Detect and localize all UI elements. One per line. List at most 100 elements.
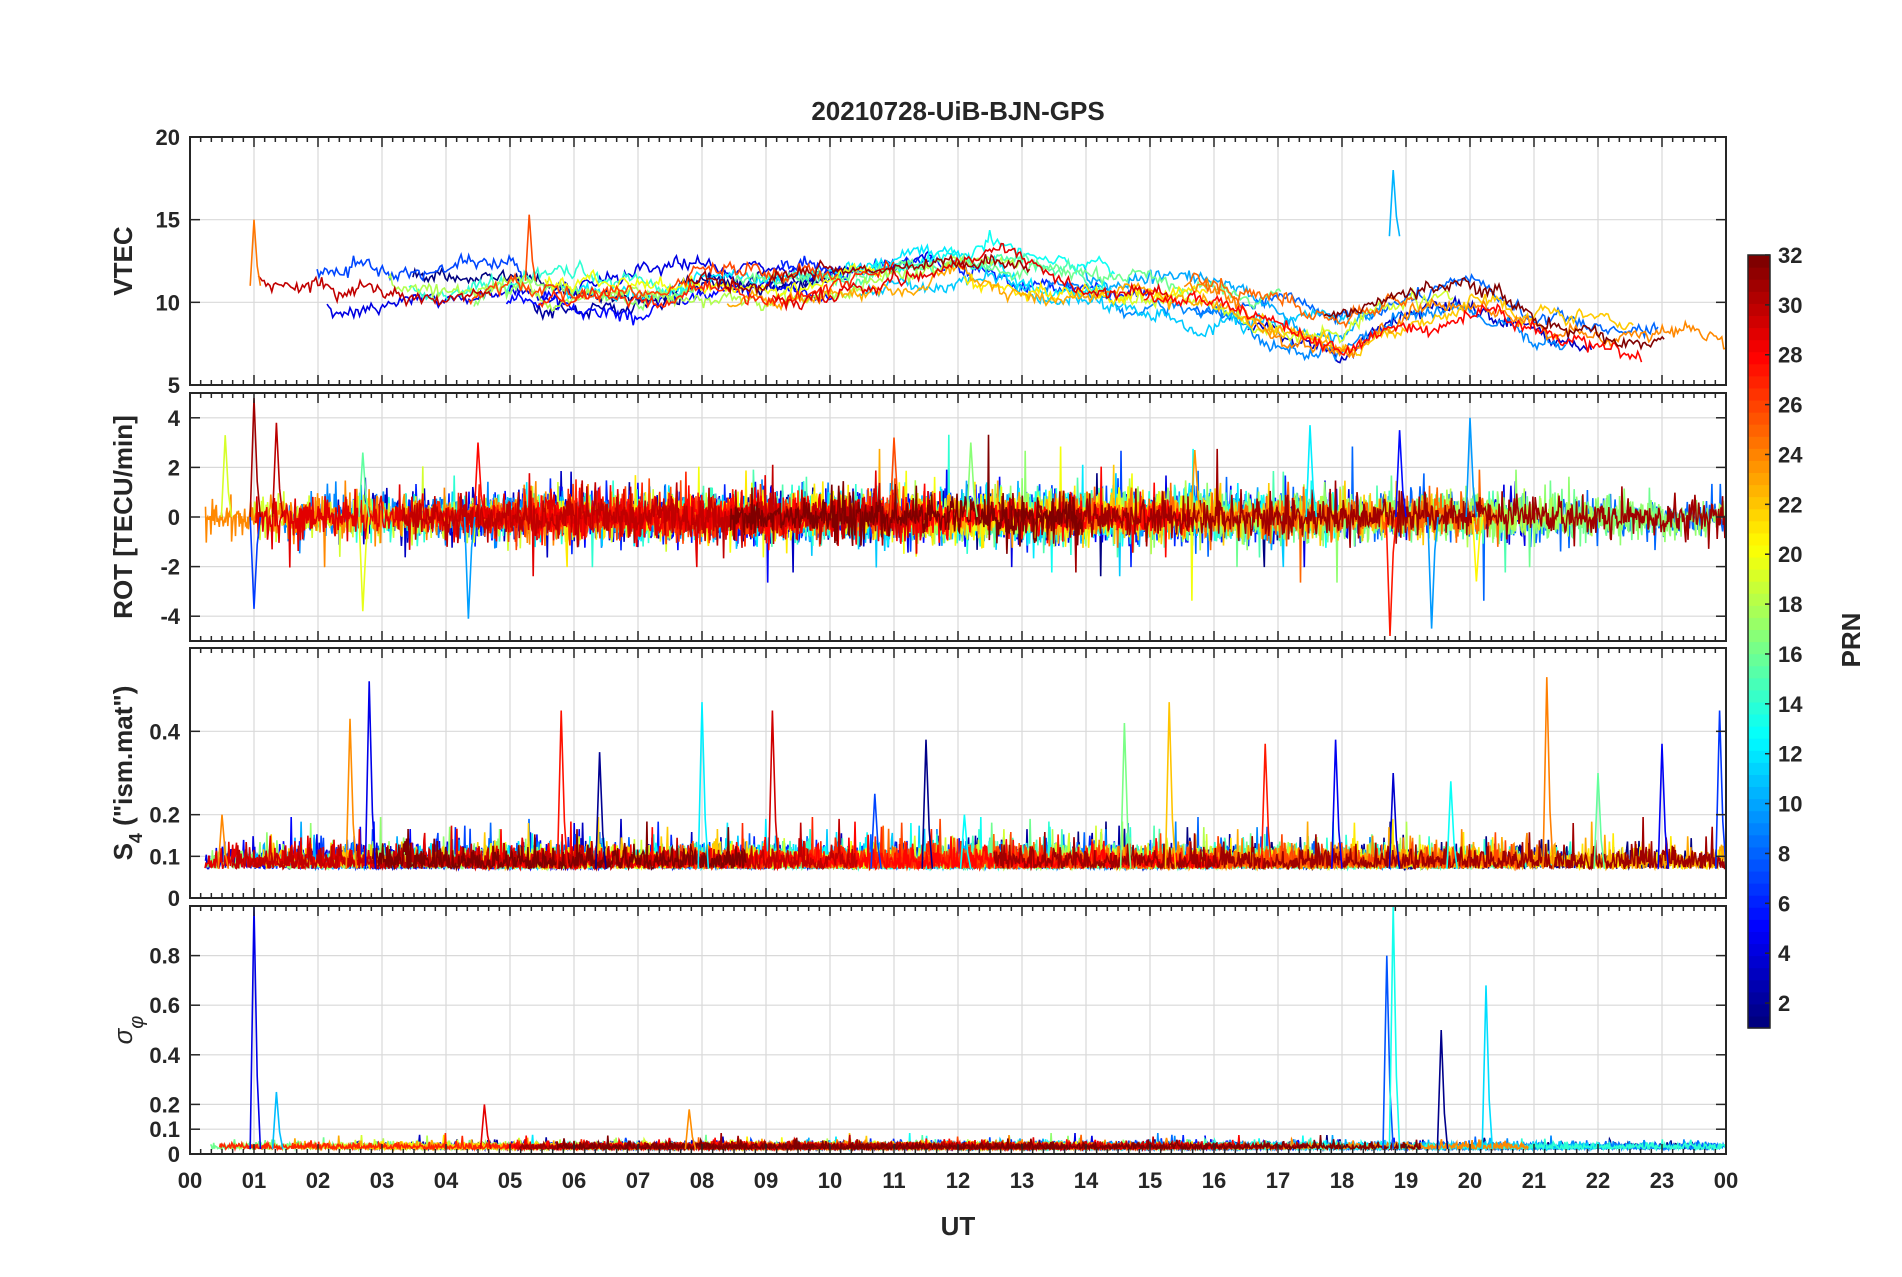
y-tick-label-s4: 0.1 (149, 844, 180, 869)
peak-s4-16 (1542, 677, 1554, 869)
peak-sigma-phi-2 (479, 1104, 492, 1150)
colorbar-segment (1748, 412, 1770, 425)
x-tick-label: 13 (1010, 1168, 1034, 1193)
peak-s4-3 (556, 710, 569, 869)
colorbar-segment (1748, 629, 1770, 643)
peak-rot-7 (473, 442, 486, 518)
peak-s4-5 (697, 702, 710, 869)
peak-vtec-1 (249, 219, 262, 286)
colorbar-segment (1748, 532, 1770, 546)
series-prn-32 (1323, 277, 1665, 351)
series-prn-24 (1183, 276, 1726, 359)
peak-rot-0 (220, 435, 233, 518)
colorbar-segment (1748, 339, 1770, 353)
series-prn-25 (1189, 272, 1414, 329)
colorbar-segment (1748, 605, 1770, 618)
colorbar-segment (1748, 883, 1770, 896)
colorbar-tick-label: 2 (1778, 991, 1790, 1016)
colorbar-tick-label: 8 (1778, 841, 1790, 866)
series-prn-28 (1144, 289, 1643, 363)
y-tick-label-sigma-phi: 0 (168, 1142, 180, 1167)
peak-sigma-phi-5 (1388, 906, 1401, 1150)
y-axis-label-vtec: VTEC (108, 226, 138, 296)
x-tick-label: 20 (1458, 1168, 1482, 1193)
x-tick-label: 17 (1266, 1168, 1290, 1193)
colorbar-segment (1748, 858, 1770, 872)
colorbar-frame (1747, 254, 1771, 1029)
colorbar-segment (1748, 593, 1770, 606)
ticks-sigma-phi (189, 906, 1727, 1155)
series-prn-31 (997, 448, 1726, 573)
colorbar-segment (1748, 798, 1770, 812)
y-tick-label-rot: 2 (168, 455, 180, 480)
peak-rot-4 (358, 516, 370, 612)
traces-vtec (249, 170, 1726, 364)
y-axis-label-sigma-phi: σφ (108, 1016, 148, 1045)
colorbar-segment (1748, 327, 1770, 341)
chart-title: 20210728-UiB-BJN-GPS (811, 96, 1104, 126)
x-tick-label: 00 (1714, 1168, 1738, 1193)
x-tick-label: 05 (498, 1168, 522, 1193)
colorbar-segment (1748, 267, 1770, 280)
colorbar-segment (1748, 460, 1770, 474)
colorbar-segment (1748, 870, 1770, 884)
peak-s4-18 (1657, 743, 1670, 869)
colorbar-segment (1748, 255, 1770, 268)
series-prn-29 (772, 242, 1169, 312)
x-tick-label: 23 (1650, 1168, 1674, 1193)
colorbar-segment (1748, 581, 1770, 594)
colorbar-tick-label: 20 (1778, 542, 1802, 567)
colorbar-segment (1748, 472, 1770, 486)
peak-s4-19 (1715, 710, 1726, 869)
colorbar-segment (1748, 846, 1770, 860)
series-prn-22 (1237, 292, 1634, 357)
y-tick-label-rot: -4 (160, 604, 180, 629)
peak-rot-8 (889, 437, 902, 518)
colorbar-segment (1748, 774, 1770, 788)
colorbar-segment (1748, 810, 1770, 824)
colorbar-segment (1748, 496, 1770, 510)
colorbar-tick-label: 22 (1778, 492, 1802, 517)
x-tick-label: 02 (306, 1168, 330, 1193)
colorbar-segment (1748, 919, 1770, 932)
colorbar-segment (1748, 895, 1770, 908)
y-tick-label-s4: 0.2 (149, 803, 180, 828)
series-prn-27 (537, 259, 895, 310)
colorbar-segment (1748, 979, 1770, 993)
y-tick-label-sigma-phi: 0.4 (149, 1043, 180, 1068)
peak-vtec-0 (1388, 170, 1401, 237)
peak-s4-8 (921, 739, 934, 869)
x-tick-label: 12 (946, 1168, 970, 1193)
x-tick-label: 07 (626, 1168, 650, 1193)
colorbar-segment (1748, 291, 1770, 304)
colorbar-segment (1748, 641, 1770, 655)
colorbar-tick-label: 24 (1778, 442, 1803, 467)
peak-s4-6 (767, 710, 780, 869)
series-prn-32 (556, 1134, 1422, 1152)
colorbar-segment (1748, 1015, 1770, 1029)
colorbar-segment (1748, 569, 1770, 582)
series-prn-32 (729, 434, 1083, 554)
x-tick-label: 00 (178, 1168, 202, 1193)
x-tick-label: 21 (1522, 1168, 1546, 1193)
colorbar-segment (1748, 484, 1770, 498)
peak-s4-4 (595, 752, 607, 869)
peak-s4-17 (1593, 772, 1606, 869)
colorbar-segment (1748, 931, 1770, 945)
peak-sigma-phi-4 (1382, 955, 1394, 1150)
colorbar-segment (1748, 665, 1770, 679)
y-tick-label-rot: 0 (168, 505, 180, 530)
peak-vtec-2 (524, 214, 537, 281)
colorbar-segment (1748, 701, 1770, 715)
ticks-rot (189, 393, 1727, 641)
x-tick-label: 15 (1138, 1168, 1162, 1193)
peak-rot-13 (1395, 430, 1407, 518)
colorbar-segment (1748, 363, 1770, 377)
y-tick-label-vtec: 10 (156, 290, 180, 315)
peak-sigma-phi-1 (271, 1091, 284, 1150)
y-tick-label-rot: 4 (168, 406, 181, 431)
y-axis-label-rot: ROT [TECU/min] (108, 415, 138, 619)
peak-rot-12 (1385, 516, 1398, 637)
